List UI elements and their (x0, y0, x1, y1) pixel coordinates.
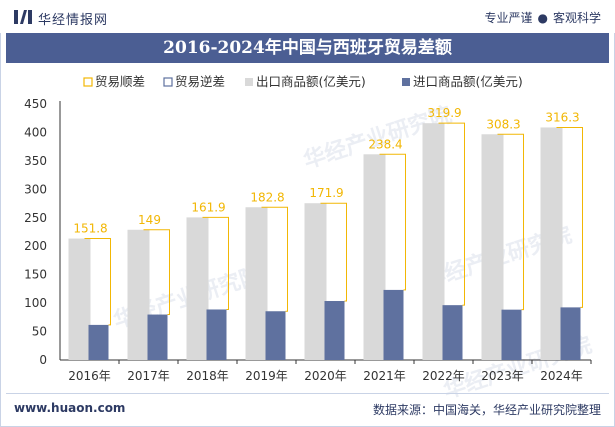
brand-name: 华经情报网 (38, 13, 109, 28)
surplus-bracket (556, 126, 583, 308)
slogan: 专业严谨 ● 客观科学 (484, 9, 601, 26)
surplus-bracket (320, 202, 347, 302)
export-bar (481, 134, 504, 360)
surplus-bracket (143, 229, 170, 316)
x-tick-label: 2024年 (540, 369, 583, 383)
export-bar (304, 203, 327, 360)
slogan-left: 专业严谨 (484, 11, 533, 25)
bar-chart: 贸易顺差 贸易逆差 出口商品额(亿美元) 进口商品额(亿美元) 0 50 100 150 200… (24, 74, 592, 383)
export-bar (422, 123, 445, 360)
surplus-bracket (438, 122, 465, 306)
surplus-bracket (202, 216, 229, 310)
x-tick-label: 2017年 (127, 369, 170, 383)
dot-separator-icon: ● (537, 11, 548, 25)
surplus-data-label: 182.8 (250, 190, 284, 204)
footer-divider (6, 393, 609, 394)
import-bar (560, 307, 581, 360)
export-bar (540, 127, 563, 360)
x-tick-label: 2018年 (186, 369, 229, 383)
y-tick-label: 0 (39, 353, 47, 367)
surplus-data-label: 319.9 (427, 106, 461, 120)
surplus-data-label: 151.8 (73, 222, 107, 236)
import-bar (383, 289, 404, 360)
data-source: 数据来源：中国海关，华经产业研究院整理 (372, 403, 601, 417)
import-bar (265, 311, 286, 360)
surplus-data-label: 149 (138, 213, 161, 227)
surplus-data-label: 171.9 (309, 186, 343, 200)
export-bar (186, 217, 209, 360)
import-bar (442, 305, 463, 360)
legend-label: 出口商品额(亿美元) (256, 74, 366, 89)
legend-label: 进口商品额(亿美元) (413, 74, 523, 89)
legend-swatch (245, 78, 253, 86)
x-tick-label: 2021年 (363, 369, 406, 383)
header-bar: 华经情报网 专业严谨 ● 客观科学 (0, 0, 615, 33)
slogan-right: 客观科学 (552, 11, 601, 25)
export-bar (127, 229, 150, 360)
x-tick-label: 2023年 (481, 369, 524, 383)
y-tick-label: 400 (24, 125, 47, 139)
surplus-data-label: 238.4 (368, 137, 402, 151)
y-tick-label: 50 (32, 325, 47, 339)
website-link[interactable]: www.huaon.com (14, 401, 126, 415)
import-bar (88, 324, 109, 360)
huajing-logo-icon (14, 10, 32, 24)
surplus-bracket (84, 238, 111, 326)
export-bar (245, 207, 268, 360)
y-tick-label: 250 (24, 211, 47, 225)
y-tick-label: 350 (24, 154, 47, 168)
import-bar (147, 314, 168, 360)
legend-swatch (163, 77, 173, 87)
x-tick-label: 2022年 (422, 369, 465, 383)
import-bar (501, 309, 522, 360)
export-bar (363, 154, 386, 360)
y-tick-label: 200 (24, 239, 47, 253)
import-bar (324, 301, 345, 360)
y-tick-label: 150 (24, 268, 47, 282)
surplus-bracket (497, 133, 524, 311)
legend-label: 贸易顺差 (95, 74, 145, 89)
surplus-bracket (379, 153, 406, 291)
chart-title: 2016-2024年中国与西班牙贸易差额 (6, 33, 609, 63)
surplus-bracket (261, 206, 288, 312)
x-tick-label: 2016年 (68, 369, 111, 383)
y-tick-label: 100 (24, 296, 47, 310)
import-bar (206, 309, 227, 360)
legend-swatch (83, 77, 93, 87)
y-tick-label: 450 (24, 97, 47, 111)
surplus-data-label: 308.3 (486, 117, 520, 131)
y-tick-label: 300 (24, 182, 47, 196)
x-tick-label: 2020年 (304, 369, 347, 383)
export-bar (68, 238, 91, 360)
surplus-data-label: 316.3 (545, 110, 579, 124)
x-tick-label: 2019年 (245, 369, 288, 383)
legend-swatch (402, 78, 410, 86)
legend-label: 贸易逆差 (175, 74, 225, 89)
surplus-data-label: 161.9 (191, 200, 225, 214)
